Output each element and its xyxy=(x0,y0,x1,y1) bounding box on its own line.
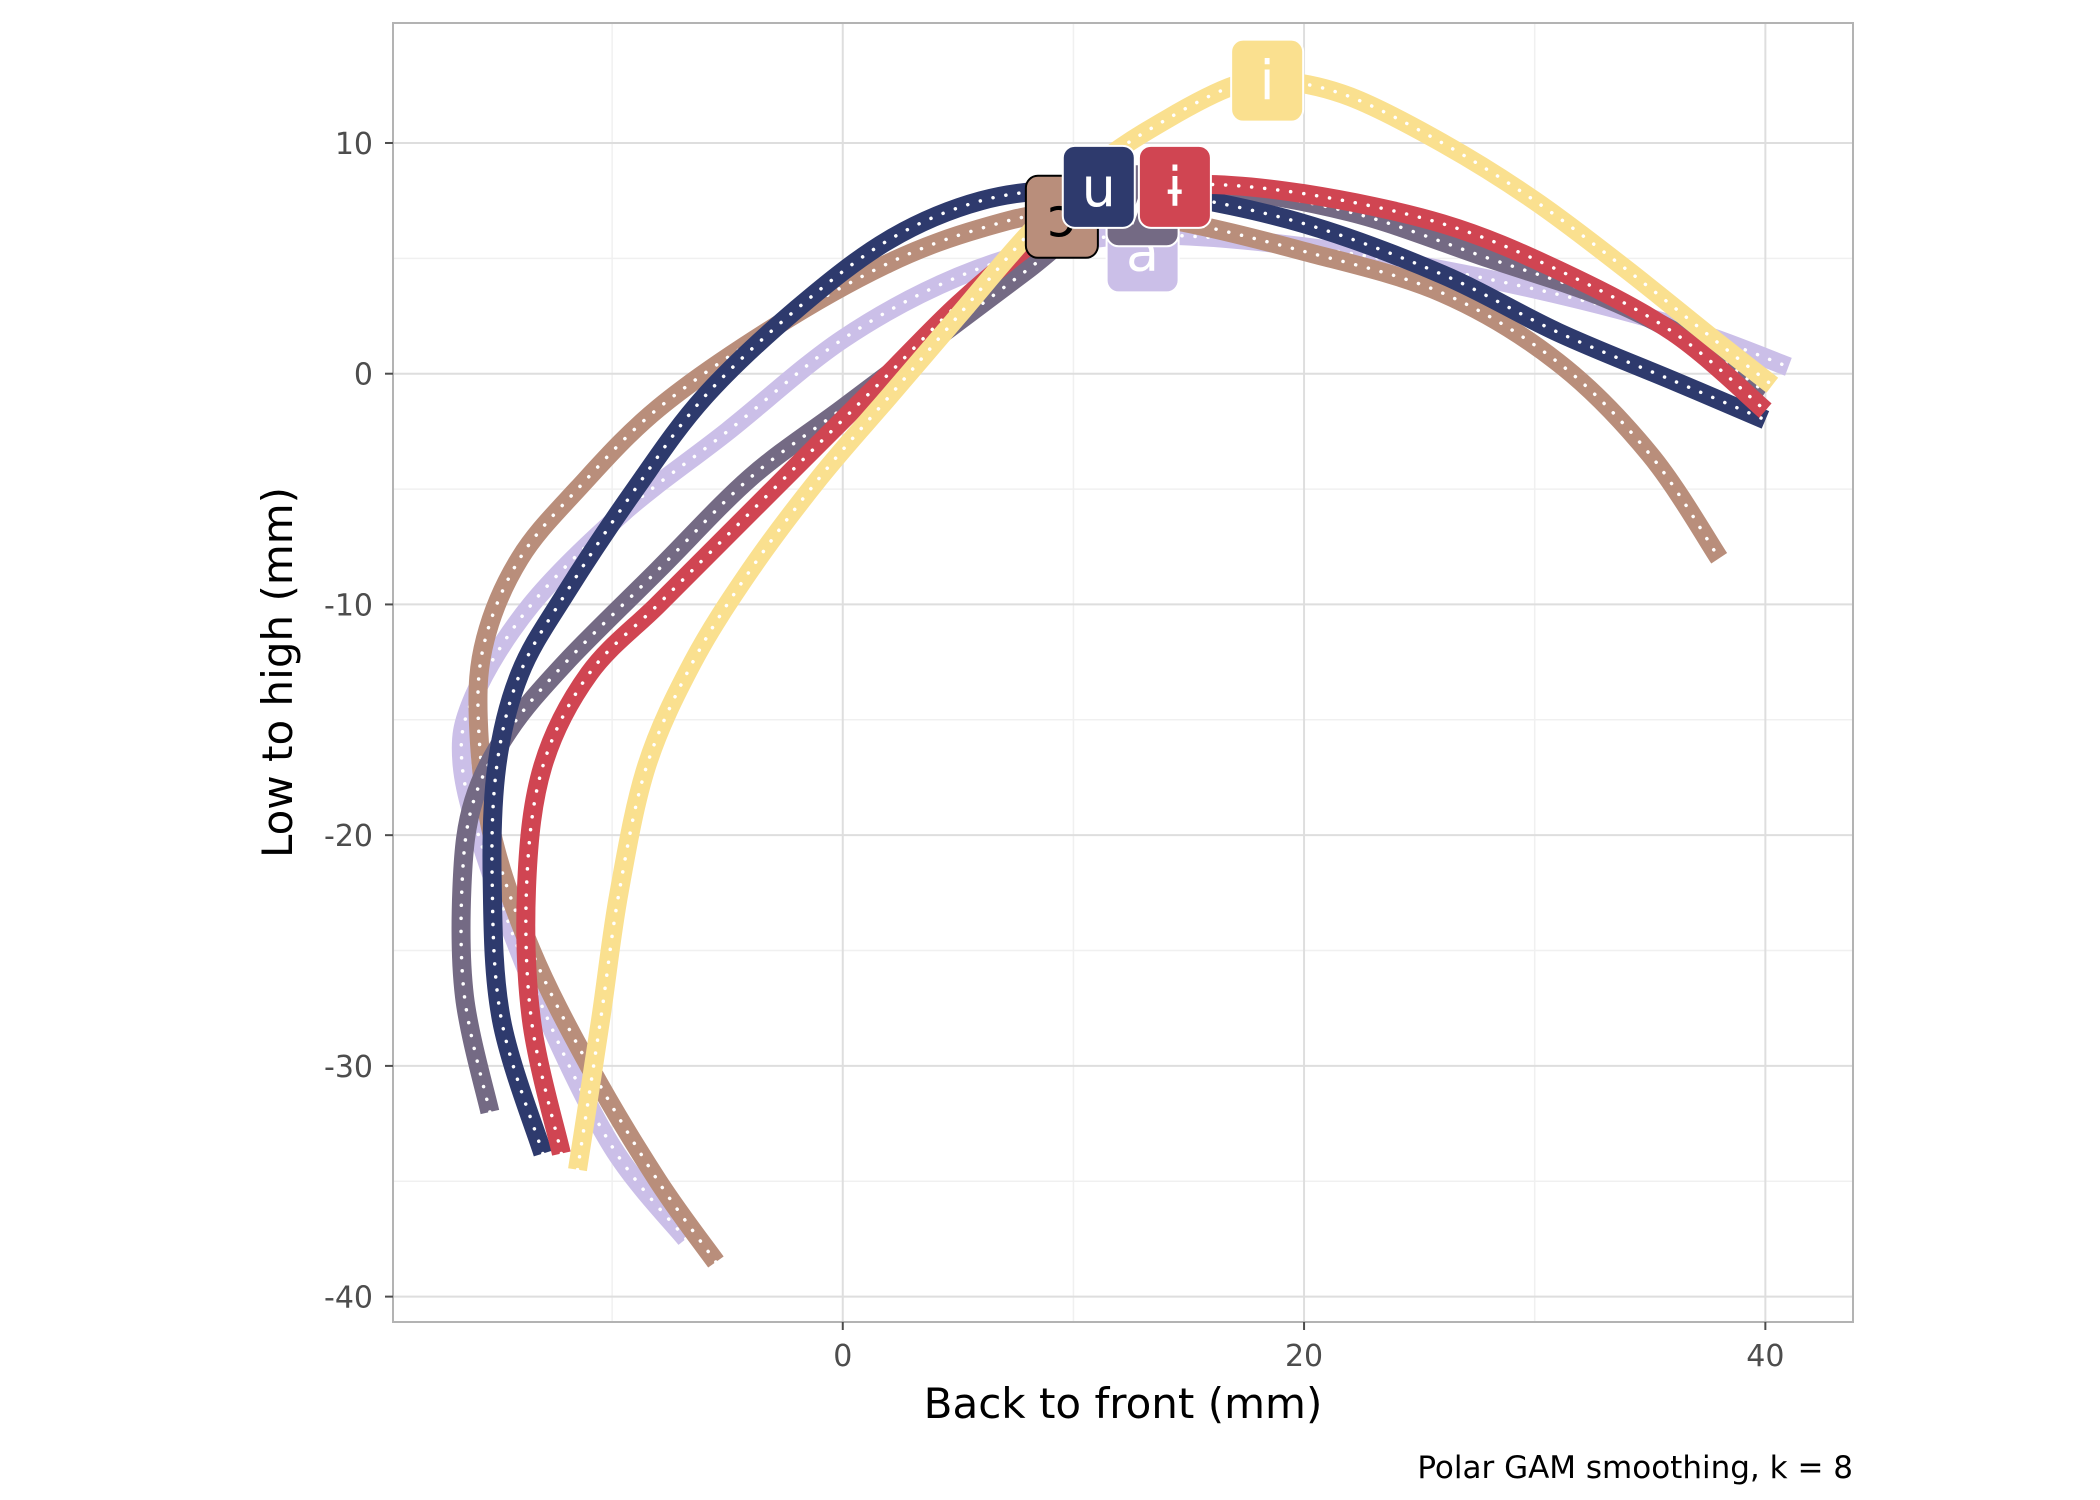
chart-caption: Polar GAM smoothing, k = 8 xyxy=(1417,1450,1853,1486)
y-tick-labels: -40 -30 -20 -10 0 10 xyxy=(324,127,373,1316)
y-tick-label: -10 xyxy=(324,588,373,623)
x-tick-labels: 0 20 40 xyxy=(833,1339,1784,1374)
series-label-box-4 xyxy=(1137,144,1212,229)
series-dots-1 xyxy=(476,209,1721,1264)
series-line-4 xyxy=(516,174,1772,1156)
x-tick-label: 40 xyxy=(1746,1339,1784,1374)
x-axis-title: Back to front (mm) xyxy=(924,1379,1323,1428)
y-tick-label: -40 xyxy=(324,1281,373,1316)
series-dots-5 xyxy=(575,77,1775,1172)
series-label-3: u xyxy=(1082,156,1116,219)
y-tick-label: -30 xyxy=(324,1050,373,1085)
series-dots-2 xyxy=(459,186,1768,1114)
panel-border xyxy=(392,22,1854,1323)
series-label-4: ɨ xyxy=(1167,156,1182,219)
x-tick-label: 20 xyxy=(1285,1339,1323,1374)
grid-major xyxy=(393,23,1853,1322)
y-tick-label: 0 xyxy=(354,358,373,393)
series-layer xyxy=(451,70,1792,1268)
y-tick-label: -20 xyxy=(324,819,373,854)
series-labels-layer: aɔʌiuɨ xyxy=(1024,38,1305,294)
axis-ticks xyxy=(385,141,1767,1330)
series-label-5: i xyxy=(1260,50,1275,113)
x-tick-label: 0 xyxy=(833,1339,852,1374)
series-line-3 xyxy=(482,179,1770,1157)
y-axis-title: Low to high (mm) xyxy=(253,487,302,858)
series-label-box-5 xyxy=(1230,38,1305,123)
y-tick-label: 10 xyxy=(335,127,373,162)
series-label-box-3 xyxy=(1061,144,1136,229)
